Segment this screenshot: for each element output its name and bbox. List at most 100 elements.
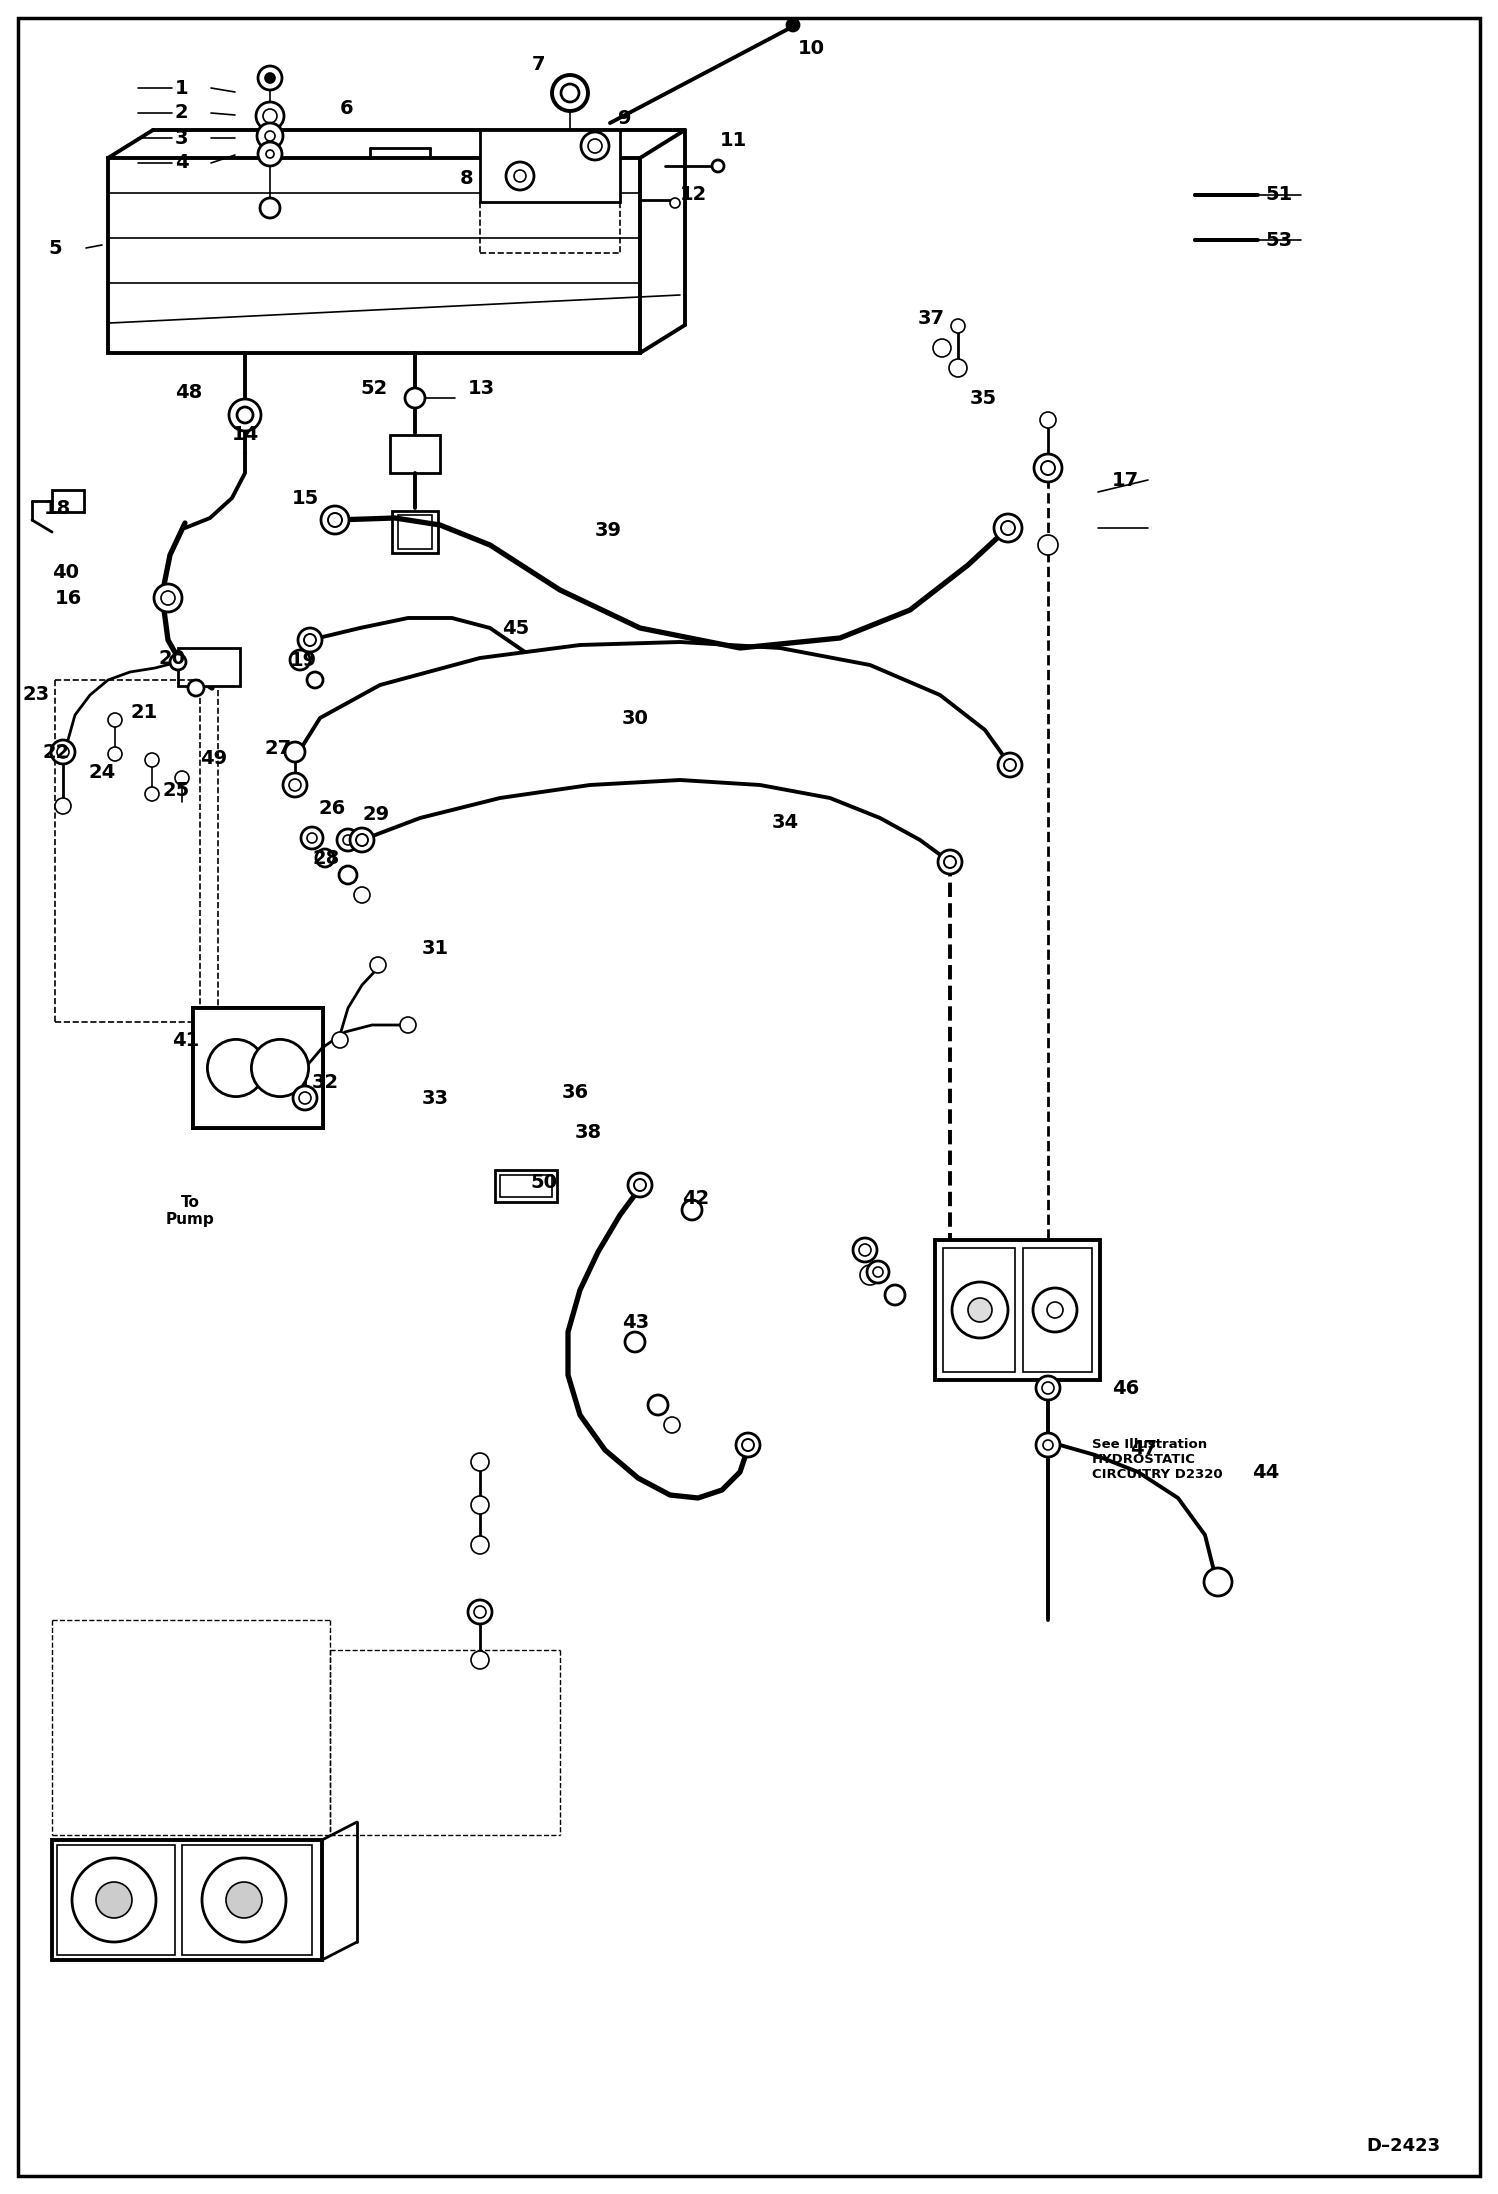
Text: 30: 30 [622, 709, 649, 728]
Circle shape [470, 1536, 488, 1553]
Bar [193, 1007, 324, 1128]
Text: 18: 18 [43, 498, 72, 518]
Circle shape [264, 110, 277, 123]
Text: See Illustration
HYDROSTATIC
CIRCUITRY D2320: See Illustration HYDROSTATIC CIRCUITRY D… [1092, 1437, 1222, 1481]
Text: 19: 19 [291, 649, 318, 669]
Text: 32: 32 [312, 1073, 339, 1090]
Bar [392, 511, 437, 553]
Circle shape [634, 1178, 646, 1191]
Text: 35: 35 [971, 388, 998, 408]
Text: 52: 52 [360, 380, 388, 397]
Text: 1: 1 [175, 79, 189, 97]
Circle shape [289, 779, 301, 792]
Circle shape [1038, 535, 1058, 555]
Circle shape [337, 829, 360, 851]
Circle shape [316, 849, 334, 867]
Circle shape [858, 1244, 870, 1255]
Text: 44: 44 [1252, 1463, 1279, 1481]
Circle shape [938, 849, 962, 873]
Bar [57, 1845, 175, 1955]
Circle shape [1004, 759, 1016, 770]
Circle shape [96, 1882, 132, 1918]
Circle shape [294, 1086, 318, 1110]
Circle shape [885, 1286, 905, 1305]
Circle shape [953, 1281, 1008, 1338]
Bar [494, 1169, 557, 1202]
Circle shape [786, 20, 798, 31]
Text: 41: 41 [172, 1031, 199, 1049]
Circle shape [55, 799, 70, 814]
Circle shape [265, 132, 276, 140]
Circle shape [291, 649, 310, 669]
Text: 37: 37 [918, 309, 945, 327]
Circle shape [968, 1299, 992, 1323]
Text: 22: 22 [42, 742, 69, 761]
Bar [52, 489, 84, 511]
Text: 36: 36 [562, 1082, 589, 1101]
Circle shape [285, 742, 306, 761]
Bar [52, 1841, 322, 1959]
Circle shape [51, 739, 75, 764]
Circle shape [950, 360, 968, 377]
Text: 3: 3 [175, 129, 189, 147]
Circle shape [589, 138, 602, 154]
Circle shape [343, 836, 354, 845]
Bar [944, 1248, 1016, 1371]
Text: 50: 50 [530, 1172, 557, 1191]
Text: 26: 26 [318, 799, 345, 818]
Circle shape [1047, 1301, 1064, 1319]
Circle shape [1001, 520, 1016, 535]
Circle shape [154, 584, 181, 612]
Text: D–2423: D–2423 [1366, 2137, 1440, 2155]
Circle shape [944, 856, 956, 869]
Circle shape [873, 1266, 882, 1277]
Text: 27: 27 [265, 739, 292, 757]
Bar [1023, 1248, 1092, 1371]
Text: 24: 24 [88, 764, 115, 781]
Circle shape [951, 318, 965, 333]
Circle shape [252, 1040, 309, 1097]
Circle shape [328, 513, 342, 527]
Circle shape [473, 1606, 485, 1617]
Circle shape [258, 66, 282, 90]
Text: 33: 33 [422, 1088, 449, 1108]
Bar [935, 1240, 1100, 1380]
Circle shape [467, 1599, 491, 1624]
Circle shape [339, 867, 357, 884]
Text: 49: 49 [201, 748, 228, 768]
Text: 42: 42 [682, 1189, 709, 1207]
Circle shape [265, 72, 276, 83]
Text: 28: 28 [312, 849, 339, 867]
Text: 12: 12 [680, 186, 707, 204]
Circle shape [267, 149, 274, 158]
Circle shape [1037, 1376, 1061, 1400]
Text: 40: 40 [52, 562, 79, 581]
Circle shape [1041, 461, 1055, 474]
Circle shape [404, 388, 425, 408]
Text: 14: 14 [232, 426, 259, 445]
Text: 13: 13 [467, 380, 496, 397]
Circle shape [514, 169, 526, 182]
Bar [389, 434, 440, 474]
Circle shape [860, 1266, 879, 1286]
Text: 16: 16 [55, 588, 82, 608]
Text: 10: 10 [798, 39, 825, 57]
Text: 29: 29 [363, 805, 389, 825]
Circle shape [321, 507, 349, 533]
Bar [479, 129, 620, 202]
Text: 21: 21 [130, 702, 157, 722]
Text: 4: 4 [175, 154, 189, 173]
Text: 48: 48 [175, 382, 202, 402]
Circle shape [202, 1858, 286, 1942]
Circle shape [226, 1882, 262, 1918]
Circle shape [470, 1496, 488, 1514]
Bar [398, 516, 431, 548]
Circle shape [256, 101, 285, 129]
Circle shape [370, 957, 386, 972]
Text: 6: 6 [340, 99, 354, 118]
Text: 47: 47 [1129, 1439, 1156, 1457]
Circle shape [400, 1018, 416, 1033]
Text: 31: 31 [422, 939, 449, 957]
Circle shape [1034, 454, 1062, 483]
Circle shape [1204, 1569, 1231, 1595]
